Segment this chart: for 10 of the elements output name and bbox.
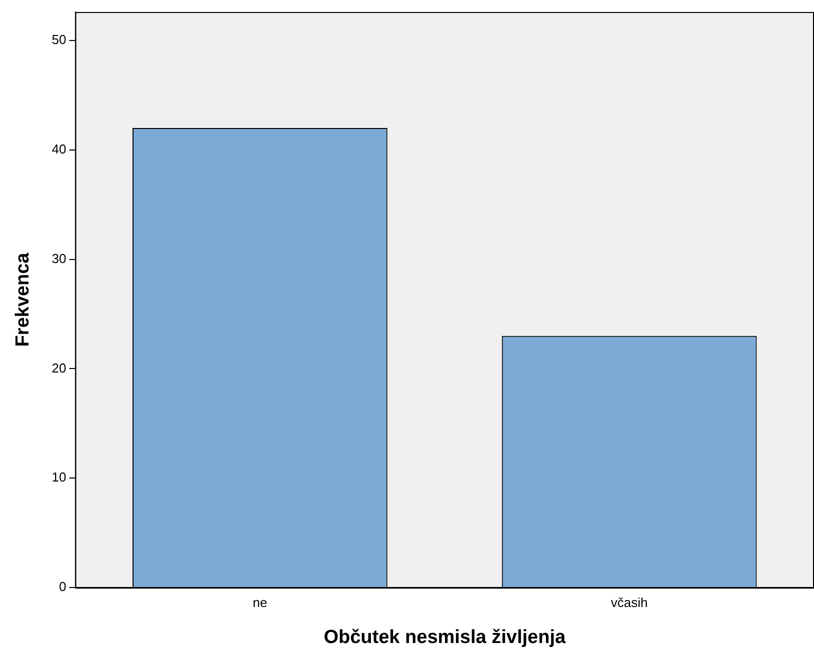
y-tick-label: 20: [52, 360, 66, 376]
x-tick-label: včasih: [610, 594, 648, 610]
y-tick-label: 30: [52, 250, 66, 266]
y-axis-title: Frekvenca: [12, 252, 34, 347]
y-tick-label: 40: [52, 141, 66, 156]
x-tick-label: ne: [252, 594, 268, 610]
x-axis-title: Občutek nesmisla življenja: [324, 626, 566, 648]
y-tick-label: 50: [52, 32, 66, 48]
y-tick-label: 10: [52, 470, 66, 485]
y-tick-label: 0: [59, 579, 66, 594]
